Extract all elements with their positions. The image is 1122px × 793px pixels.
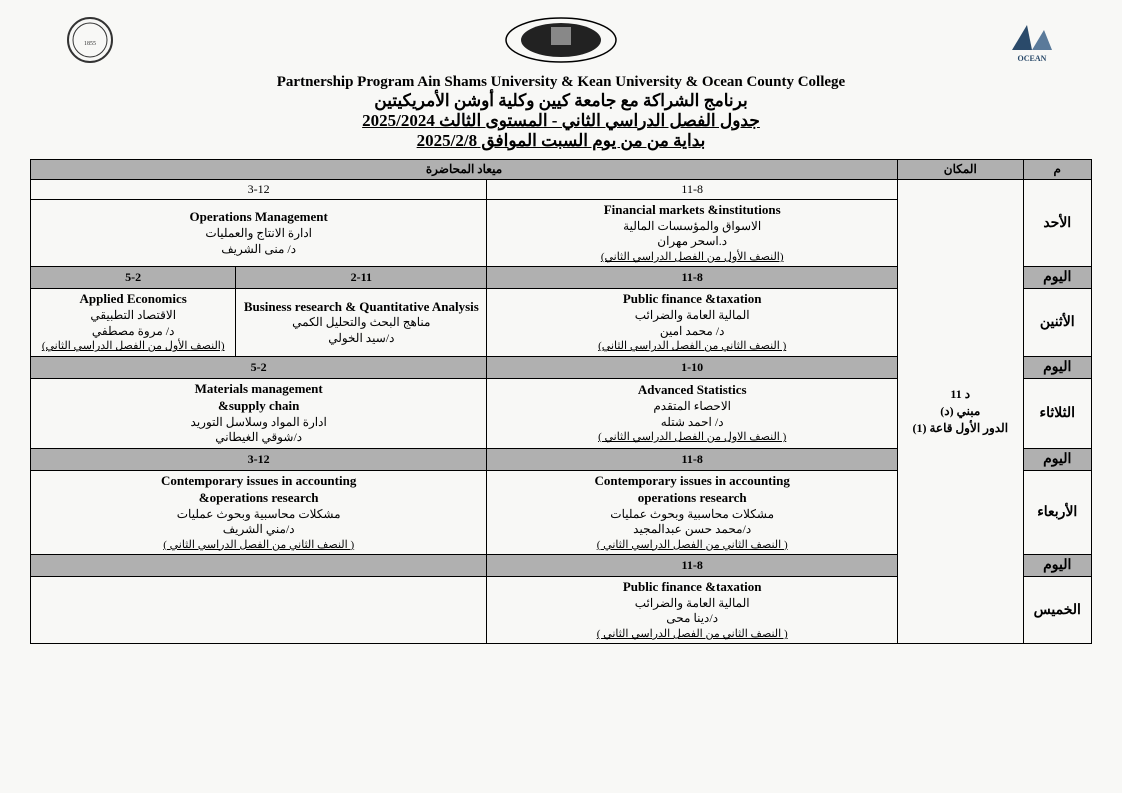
time-cell: 5-2: [31, 356, 487, 378]
time-cell: 1-10: [487, 356, 898, 378]
course-mat-mgmt: Materials management &supply chain ادارة…: [31, 378, 487, 448]
th-lecture-time: ميعاد المحاضرة: [31, 160, 898, 180]
day-tue: الثلاثاء: [1023, 378, 1091, 448]
day-thu: الخميس: [1023, 576, 1091, 643]
title-en: Partnership Program Ain Shams University…: [30, 74, 1092, 91]
course-cont-ops1: Contemporary issues in accounting operat…: [487, 470, 898, 554]
day-label: اليوم: [1023, 554, 1091, 576]
day-label: اليوم: [1023, 448, 1091, 470]
logo-row: 1855 OCEAN: [30, 10, 1092, 70]
time-cell: 3-12: [31, 180, 487, 200]
empty-gray: [31, 554, 487, 576]
course-app-econ: Applied Economics الاقتصاد التطبيقي د/ م…: [31, 289, 236, 356]
th-idx: م: [1023, 160, 1091, 180]
time-cell: 2-11: [236, 267, 487, 289]
time-cell: 3-12: [31, 448, 487, 470]
time-cell: 11-8: [487, 554, 898, 576]
course-bus-res: Business research & Quantitative Analysi…: [236, 289, 487, 356]
empty-cell: [31, 576, 487, 643]
th-place: المكان: [898, 160, 1023, 180]
ain-shams-logo: [501, 15, 621, 65]
kean-logo: 1855: [60, 15, 120, 65]
time-cell: 11-8: [487, 267, 898, 289]
time-cell: 5-2: [31, 267, 236, 289]
header-block: Partnership Program Ain Shams University…: [30, 74, 1092, 151]
day-label: اليوم: [1023, 356, 1091, 378]
title-ar2: جدول الفصل الدراسي الثاني - المستوى الثا…: [30, 111, 1092, 131]
day-wed: الأربعاء: [1023, 470, 1091, 554]
svg-text:OCEAN: OCEAN: [1018, 54, 1047, 63]
title-ar1: برنامج الشراكة مع جامعة كيين وكلية أوشن …: [30, 91, 1092, 111]
course-fin-mkt: Financial markets &institutions الاسواق …: [487, 200, 898, 267]
course-pub-fin1: Public finance &taxation المالية العامة …: [487, 289, 898, 356]
course-ops-mgmt: Operations Management ادارة الانتاج والع…: [31, 200, 487, 267]
day-sun: الأحد: [1023, 180, 1091, 267]
course-pub-fin2: Public finance &taxation المالية العامة …: [487, 576, 898, 643]
title-ar3: بداية من من يوم السبت الموافق 2025/2/8: [30, 131, 1092, 151]
course-adv-stat: Advanced Statistics الاحصاء المتقدم د/ ا…: [487, 378, 898, 448]
place-cell: د 11 مبني (د) الدور الأول قاعة (1): [898, 180, 1023, 644]
schedule-table: ميعاد المحاضرة المكان م 3-12 11-8 د 11 م…: [30, 159, 1092, 644]
course-cont-ops2: Contemporary issues in accounting &opera…: [31, 470, 487, 554]
ocean-logo: OCEAN: [1002, 15, 1062, 65]
day-mon: الأثنين: [1023, 289, 1091, 356]
svg-text:1855: 1855: [84, 41, 96, 47]
time-cell: 11-8: [487, 448, 898, 470]
day-label: اليوم: [1023, 267, 1091, 289]
time-cell: 11-8: [487, 180, 898, 200]
